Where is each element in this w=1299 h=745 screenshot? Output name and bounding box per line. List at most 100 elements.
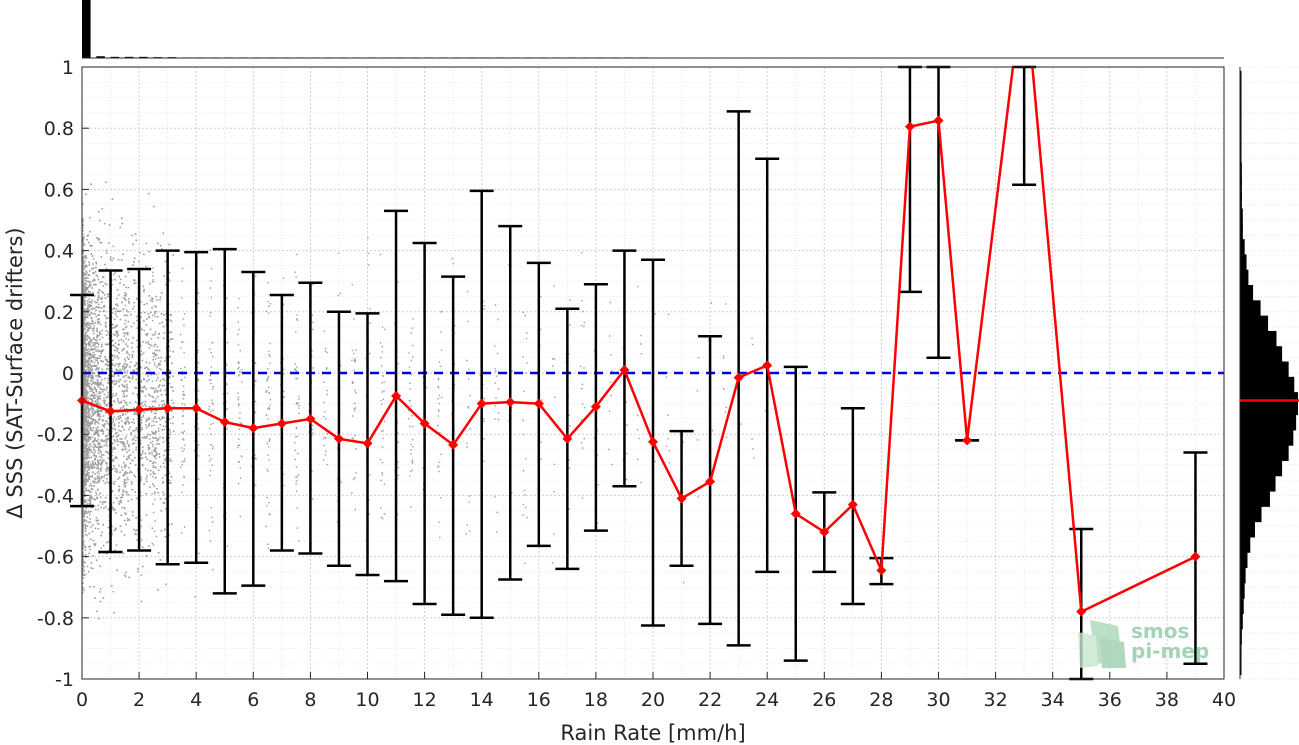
- right-histogram-bar: [1240, 162, 1242, 186]
- y-tick-label: -0.8: [37, 608, 74, 630]
- mean-marker: [705, 476, 716, 487]
- x-tick-label: 32: [984, 689, 1008, 711]
- y-tick-label: -0.4: [37, 485, 74, 507]
- logo-line2: pi-mep: [1131, 639, 1209, 663]
- y-tick-label: 0.8: [44, 118, 74, 140]
- mean-marker: [505, 397, 516, 408]
- mean-marker: [333, 433, 344, 444]
- x-tick-label: 36: [1098, 689, 1122, 711]
- mean-marker: [533, 398, 544, 409]
- mean-marker: [448, 439, 459, 450]
- mean-marker: [648, 436, 658, 447]
- x-tick-label: 34: [1041, 689, 1065, 711]
- right-histogram-bar: [1240, 652, 1242, 676]
- mean-marker: [248, 423, 259, 434]
- logo-line1: smos: [1131, 619, 1189, 643]
- y-tick-label: 0.4: [44, 241, 74, 263]
- mean-marker: [391, 390, 402, 401]
- right-histogram-bar: [1240, 529, 1251, 553]
- x-tick-label: 40: [1212, 689, 1236, 711]
- mean-marker: [676, 493, 687, 504]
- x-tick-label: 20: [641, 689, 665, 711]
- right-histogram-bar: [1240, 70, 1242, 94]
- top-histogram: [82, 0, 1224, 59]
- right-histogram-bar: [1240, 621, 1242, 645]
- x-tick-label: 24: [755, 689, 779, 711]
- mean-marker: [847, 499, 858, 510]
- top-histogram-bar: [96, 56, 105, 58]
- mean-marker: [762, 360, 773, 371]
- y-tick-label: 0: [62, 363, 74, 385]
- mean-series: [77, 67, 1201, 617]
- mean-marker: [476, 398, 487, 409]
- right-histogram-bar: [1240, 177, 1242, 201]
- x-tick-label: 28: [869, 689, 893, 711]
- mean-marker: [305, 413, 316, 424]
- mean-marker: [134, 404, 145, 415]
- x-tick-label: 16: [527, 689, 551, 711]
- right-histogram-bar: [1240, 606, 1243, 630]
- right-histogram-bar: [1240, 208, 1243, 232]
- top-histogram-bar: [110, 56, 120, 58]
- right-histogram-bar: [1240, 269, 1249, 293]
- y-tick-label: 1: [62, 57, 74, 79]
- right-histogram-bar: [1240, 193, 1242, 217]
- x-tick-label: 26: [812, 689, 836, 711]
- x-tick-label: 38: [1155, 689, 1179, 711]
- smos-pi-mep-logo: smos pi-mep: [1078, 619, 1209, 668]
- right-histogram-bar: [1240, 86, 1242, 110]
- x-tick-label: 4: [190, 689, 202, 711]
- top-histogram-bar: [139, 56, 148, 58]
- x-tick-label: 0: [76, 689, 88, 711]
- main-plot: 0 2 4 6 8 10 12 14 16 18 20 22 24 26 28 30 32 34 36 38 40 -1…: [37, 57, 1236, 711]
- y-tick-label: 0.6: [44, 179, 74, 201]
- top-histogram-bar: [82, 0, 91, 58]
- mean-marker: [904, 121, 915, 132]
- right-histogram-bar: [1240, 101, 1242, 125]
- x-tick-label: 22: [698, 689, 722, 711]
- y-axis-ticks: -1 -0.8 -0.6 -0.4 -0.2 0 0.2 0.4 0.6 0.8 1: [37, 57, 89, 691]
- mean-marker: [619, 364, 630, 375]
- mean-marker: [191, 403, 202, 414]
- right-histogram-bar: [1240, 147, 1242, 171]
- x-tick-label: 12: [413, 689, 437, 711]
- mean-marker: [162, 403, 173, 414]
- right-histogram-bar: [1240, 254, 1247, 278]
- right-histogram: [1239, 66, 1299, 680]
- x-tick-label: 18: [584, 689, 608, 711]
- y-axis-title: Δ SSS (SAT-Surface drifters): [3, 227, 27, 518]
- x-tick-label: 10: [355, 689, 379, 711]
- right-histogram-bar: [1240, 591, 1244, 614]
- right-histogram-bar: [1240, 223, 1243, 247]
- right-histogram-bar: [1240, 560, 1246, 584]
- mean-marker: [219, 416, 230, 427]
- right-histogram-bar: [1240, 545, 1248, 569]
- x-axis-title: Rain Rate [mm/h]: [560, 721, 745, 745]
- top-histogram-bar: [124, 56, 134, 58]
- right-histogram-bar: [1240, 575, 1245, 599]
- mean-marker: [276, 418, 287, 429]
- x-tick-label: 6: [247, 689, 259, 711]
- x-axis-ticks: 0 2 4 6 8 10 12 14 16 18 20 22 24 26 28 30 32 34 36 38 40: [76, 672, 1236, 711]
- x-tick-label: 30: [926, 689, 950, 711]
- mean-marker: [105, 406, 116, 417]
- mean-marker: [933, 115, 944, 126]
- mean-marker: [1076, 606, 1087, 617]
- mean-marker: [419, 418, 430, 429]
- mean-marker: [590, 401, 601, 412]
- mean-marker: [562, 433, 573, 444]
- mean-marker: [819, 527, 830, 538]
- mean-marker: [1190, 551, 1201, 562]
- logo-mark: [1078, 620, 1126, 668]
- right-histogram-bar: [1240, 239, 1245, 263]
- right-histogram-bar: [1240, 636, 1242, 660]
- y-tick-label: 0.2: [44, 302, 74, 324]
- right-histogram-bar: [1240, 132, 1242, 155]
- mean-marker: [876, 565, 887, 576]
- x-tick-label: 2: [133, 689, 145, 711]
- x-tick-label: 14: [470, 689, 494, 711]
- right-histogram-bar: [1240, 116, 1242, 140]
- x-tick-label: 8: [304, 689, 316, 711]
- mean-marker: [362, 438, 373, 449]
- y-tick-label: -1: [55, 669, 74, 691]
